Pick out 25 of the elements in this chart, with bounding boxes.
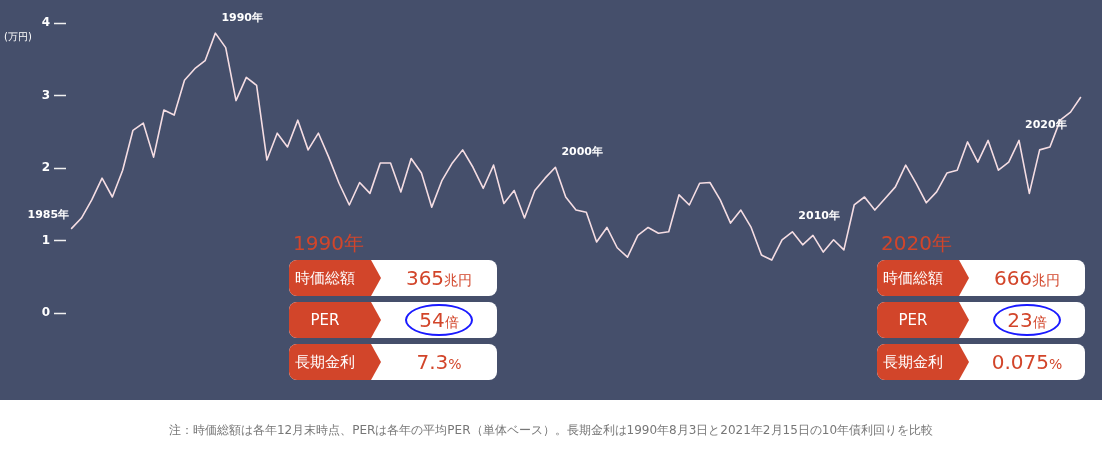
annotation: 666兆円 — [993, 266, 1061, 290]
text: 注：時価総額は各年12月末時点、PERは各年の平均PER（単体ベース）。長期金利は1990年8月3日と2021年2月15日の10年債利回りを比較 — [167, 422, 935, 439]
annotation: 23倍 — [1007, 308, 1047, 332]
text: 0.075% — [991, 350, 1063, 374]
text: 長期金利 — [295, 352, 355, 371]
annotation: 54倍 — [419, 308, 459, 332]
annotation: 2000年 — [561, 144, 604, 158]
annotation: PER — [289, 302, 371, 338]
annotation: 365兆円 — [405, 266, 473, 290]
annotation: 1985年 — [27, 208, 70, 222]
y-tick-label: 3 — [41, 87, 50, 102]
y-tick-label: 1 — [41, 232, 50, 247]
y-tick-label: 4 — [41, 15, 50, 30]
annotation: 2020年 — [880, 230, 953, 257]
annotation: PER — [877, 302, 959, 338]
y-tick-label: 0 — [41, 305, 50, 320]
annotation: 1990年 — [292, 230, 365, 257]
y-tick-label: 2 — [41, 160, 50, 175]
text: 7.3% — [416, 350, 462, 374]
annotation: 1990年 — [221, 10, 264, 24]
annotation: 時価総額 — [289, 260, 371, 296]
text: 長期金利 — [883, 352, 943, 371]
annotation: 2010年 — [798, 209, 840, 223]
y-axis-title: (万円) — [4, 30, 32, 42]
annotation: 時価総額 — [877, 260, 959, 296]
